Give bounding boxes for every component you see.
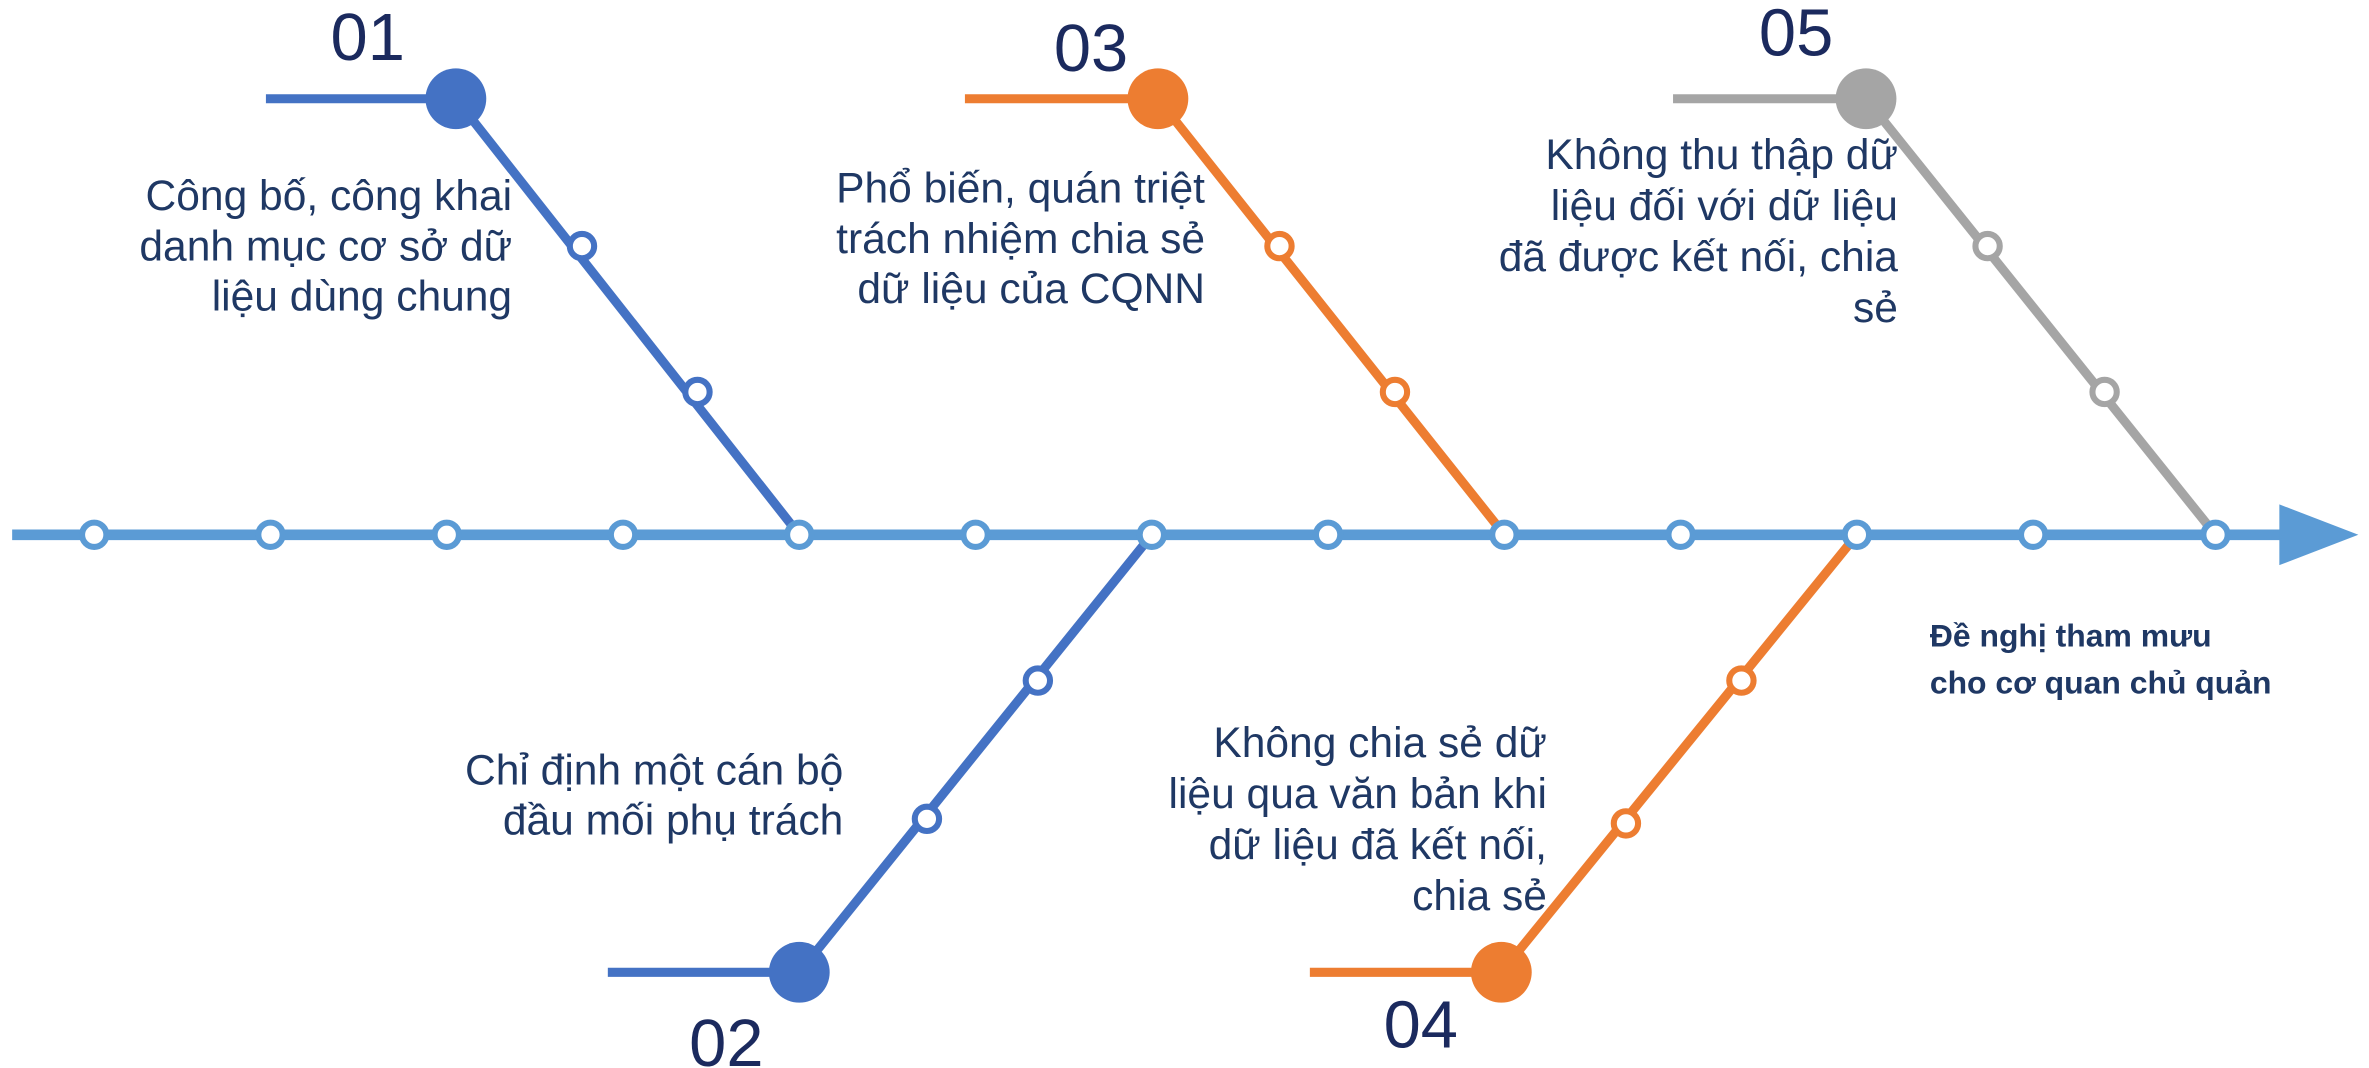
- bone-dot: [2089, 376, 2120, 408]
- step-label: liệu đối với dữ liệu: [1551, 182, 1898, 230]
- spine-dot: [1665, 519, 1696, 550]
- step-number: 02: [689, 1006, 763, 1068]
- spine-dot: [1489, 519, 1520, 550]
- step-label: đã được kết nối, chia: [1499, 233, 1899, 281]
- bone-dot: [1379, 376, 1411, 408]
- step-label: Công bố, công khai: [146, 172, 513, 220]
- bone-dot: [1726, 665, 1757, 696]
- step-label: đầu mối phụ trách: [503, 797, 844, 845]
- bone-head: [1127, 68, 1189, 130]
- step-number: 04: [1384, 988, 1458, 1063]
- spine-dot: [1841, 519, 1873, 550]
- spine-dot: [255, 519, 286, 550]
- bone-head: [1470, 941, 1532, 1003]
- goal-label: cho cơ quan chủ quản: [1930, 665, 2272, 701]
- bone: [1497, 531, 1861, 976]
- bone-dot: [682, 376, 713, 408]
- bone-head: [1835, 68, 1897, 130]
- step-label: Chỉ định một cán bộ: [465, 747, 843, 795]
- step-label: liệu qua văn bản khi: [1169, 770, 1547, 818]
- spine-dot: [1136, 519, 1168, 550]
- step-label: Không chia sẻ dữ: [1213, 719, 1547, 767]
- spine-dot: [607, 519, 639, 550]
- spine-dot: [2200, 519, 2231, 550]
- bone-head: [768, 941, 830, 1003]
- bone-head: [425, 68, 487, 130]
- spine-dot: [784, 519, 815, 550]
- bone: [1862, 95, 2220, 538]
- step-label: trách nhiệm chia sẻ: [836, 215, 1205, 263]
- step-label: liệu dùng chung: [212, 273, 512, 321]
- bone: [1154, 95, 1508, 538]
- spine-dot: [960, 519, 991, 550]
- bone-dot: [911, 803, 943, 835]
- spine-dot: [2017, 519, 2049, 550]
- step-label: dữ liệu đã kết nối,: [1209, 821, 1547, 869]
- step-number: 01: [331, 0, 405, 75]
- goal-label: Đề nghị tham mưu: [1930, 617, 2212, 653]
- step-number: 05: [1759, 0, 1833, 71]
- bone-dot: [1022, 665, 1054, 696]
- bone: [452, 95, 803, 538]
- step-label: Phổ biến, quán triệt: [836, 165, 1205, 213]
- step-label: chia sẻ: [1412, 872, 1547, 920]
- step-number: 03: [1054, 11, 1128, 86]
- spine-dot: [431, 519, 462, 550]
- bone-dot: [1264, 230, 1295, 262]
- bone-dot: [566, 230, 598, 262]
- bone-dot: [1610, 808, 1642, 839]
- bone-dot: [1972, 230, 2003, 262]
- step-label: Không thu thập dữ: [1545, 131, 1898, 179]
- step-label: dữ liệu của CQNN: [857, 265, 1205, 313]
- spine-dot: [1312, 519, 1344, 550]
- spine-dot: [79, 519, 110, 550]
- step-label: sẻ: [1853, 284, 1898, 332]
- arrow-head: [2279, 504, 2359, 566]
- bone: [795, 531, 1156, 976]
- step-label: danh mục cơ sở dữ: [139, 222, 512, 270]
